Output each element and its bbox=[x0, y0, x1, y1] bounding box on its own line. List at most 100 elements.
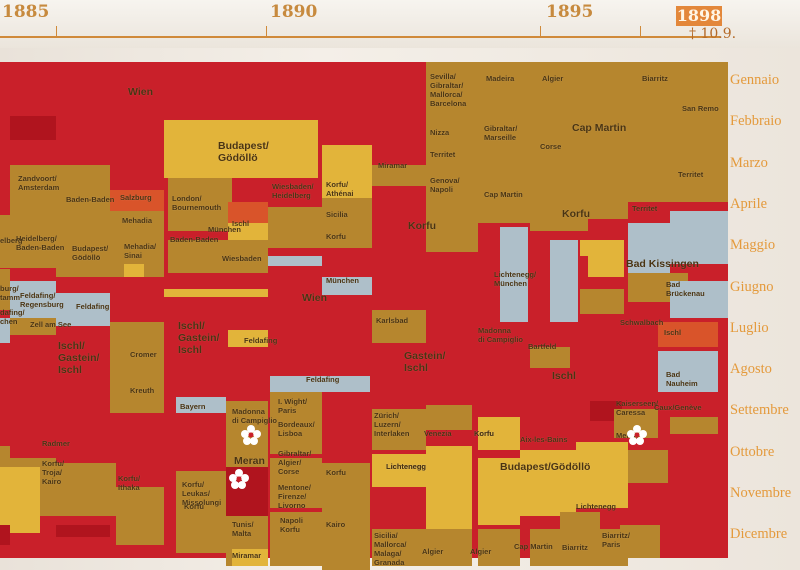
place-label-korfu-big2: Korfu bbox=[562, 208, 590, 220]
place-label-tunis: Tunis/ Malta bbox=[232, 520, 254, 538]
color-block bbox=[670, 280, 728, 319]
place-label-venezia: Venezia bbox=[424, 429, 452, 438]
place-label-left1: burg/ tamm bbox=[0, 284, 21, 302]
color-block bbox=[110, 322, 164, 372]
place-label-salzburg: Salzburg bbox=[120, 193, 152, 202]
place-label-budapest1: Budapest/ Gödöllö bbox=[218, 140, 269, 164]
color-block bbox=[10, 214, 56, 269]
month-label-luglio: Luglio bbox=[730, 319, 769, 336]
color-block bbox=[56, 524, 110, 537]
place-label-biarritz-paris: Biarritz/ Paris bbox=[602, 531, 630, 549]
place-label-gastein-ischl: Gastein/ Ischl bbox=[404, 350, 446, 374]
place-label-feldafing2: Feldafing bbox=[244, 336, 278, 345]
color-block bbox=[372, 454, 426, 488]
color-block bbox=[478, 458, 520, 525]
color-block bbox=[426, 210, 478, 252]
color-block bbox=[40, 462, 116, 517]
color-block bbox=[500, 227, 528, 323]
color-block bbox=[530, 198, 588, 232]
flower-icon bbox=[627, 425, 647, 445]
color-block bbox=[322, 462, 370, 521]
color-block bbox=[10, 165, 56, 215]
place-label-munchen2: München bbox=[326, 276, 359, 285]
color-block bbox=[530, 62, 588, 199]
month-label-settembre: Settembre bbox=[730, 402, 789, 419]
place-label-wiesbaden2: Wiesbaden bbox=[222, 254, 262, 263]
color-block bbox=[110, 190, 164, 211]
place-label-caux: Caux/Genève bbox=[654, 403, 702, 412]
color-block bbox=[164, 289, 268, 298]
month-label-giugno: Giugno bbox=[730, 278, 774, 295]
place-label-schwalbach: Schwalbach bbox=[620, 318, 664, 327]
place-label-korfu-big1: Korfu bbox=[408, 220, 436, 232]
place-label-feldafing-reg: Feldafing/ Regensburg bbox=[20, 291, 64, 309]
place-label-lichtenegg-m: Lichtenegg/ München bbox=[494, 270, 537, 288]
month-label-aprile: Aprile bbox=[730, 195, 768, 212]
color-block bbox=[530, 346, 570, 368]
place-label-territet3: Territet bbox=[632, 204, 658, 213]
place-label-territet2: Territet bbox=[678, 170, 704, 179]
color-block bbox=[478, 528, 520, 566]
color-block bbox=[478, 62, 530, 199]
place-label-capmartin1: Cap Martin bbox=[572, 122, 627, 134]
place-label-miramar2: Miramar bbox=[232, 551, 262, 560]
color-block bbox=[228, 202, 268, 224]
place-label-sicilia-mall: Sicilia/ Mallorca/ Malaga/ Granada bbox=[374, 531, 407, 567]
place-label-left2: dafing/ chen bbox=[0, 308, 25, 326]
place-label-biarritz2: Biarritz bbox=[562, 543, 588, 552]
place-label-london: London/ Bournemouth bbox=[172, 194, 222, 212]
place-label-territet1: Territet bbox=[430, 150, 456, 159]
color-block bbox=[110, 62, 164, 558]
timeline-ruler bbox=[0, 36, 720, 38]
color-block bbox=[628, 450, 668, 484]
color-block bbox=[124, 264, 144, 277]
color-block bbox=[10, 115, 56, 141]
color-block bbox=[620, 524, 660, 558]
color-block bbox=[588, 62, 628, 219]
place-label-madonna1: Madonna di Campiglio bbox=[232, 407, 277, 425]
place-label-mentone: Mentone/ Firenze/ Livorno bbox=[278, 483, 311, 510]
place-label-nizza: Nizza bbox=[430, 128, 450, 137]
place-label-badenbaden2: Baden-Baden bbox=[170, 235, 219, 244]
color-block bbox=[268, 206, 322, 248]
month-label-agosto: Agosto bbox=[730, 361, 772, 378]
color-block bbox=[0, 524, 10, 546]
place-label-bartfeld: Bartfeld bbox=[528, 342, 557, 351]
color-block bbox=[270, 512, 322, 566]
color-block bbox=[176, 396, 226, 414]
ruler-tick bbox=[56, 26, 57, 36]
color-block bbox=[478, 198, 530, 224]
place-label-bayern: Bayern bbox=[180, 402, 206, 411]
place-label-napoli-korfu: Napoli Korfu bbox=[280, 516, 303, 534]
color-block bbox=[270, 392, 322, 455]
place-label-badnauheim: Bad Nauheim bbox=[666, 370, 698, 388]
place-label-meran2: Meran bbox=[616, 431, 639, 440]
color-block bbox=[580, 289, 624, 314]
place-label-algier1: Algier bbox=[422, 547, 444, 556]
color-block bbox=[322, 520, 370, 570]
place-label-wien1: Wien bbox=[128, 86, 153, 98]
color-block bbox=[10, 318, 56, 335]
place-label-madeira: Madeira bbox=[486, 74, 515, 83]
place-label-feldafing3: Feldafing bbox=[306, 375, 340, 384]
color-block bbox=[670, 62, 728, 203]
ruler-tick bbox=[266, 26, 267, 36]
place-label-korfu-troja: Korfu/ Troja/ Kairo bbox=[42, 459, 65, 486]
travel-calendar-grid: Wien Budapest/ Gödöllö Zandvoort/ Amsterda… bbox=[0, 62, 728, 570]
place-label-genova: Genova/ Napoli bbox=[430, 176, 460, 194]
place-label-mehadia-sinai: Mehadia/ Sinai bbox=[124, 242, 157, 260]
color-block bbox=[0, 214, 10, 269]
place-label-badenbaden1: Baden-Baden bbox=[66, 195, 115, 204]
place-label-budapest3: Budapest/Gödöllö bbox=[500, 461, 591, 473]
place-label-korfu-athenai: Korfu/ Athénai bbox=[326, 180, 354, 198]
place-label-badbrueckenau: Bad Brückenau bbox=[666, 280, 705, 298]
place-label-korfu-ithaka: Korfu/ Ithaka bbox=[118, 474, 141, 492]
month-label-maggio: Maggio bbox=[730, 237, 776, 254]
place-label-ischl-small2: Ischl bbox=[664, 328, 682, 337]
color-block bbox=[0, 446, 10, 467]
place-label-budapest2: Budapest/ Gödöllö bbox=[72, 244, 109, 262]
color-block bbox=[658, 351, 718, 393]
color-block bbox=[56, 165, 110, 277]
month-label-marzo: Marzo bbox=[730, 154, 768, 171]
place-label-wien2: Wien bbox=[302, 292, 327, 304]
